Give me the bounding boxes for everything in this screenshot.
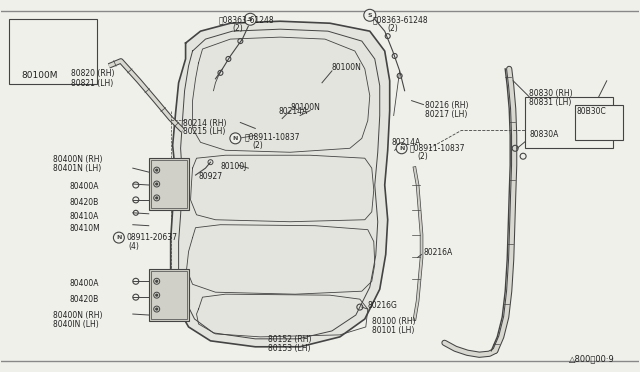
Text: (2): (2): [232, 24, 243, 33]
Text: 80153 (LH): 80153 (LH): [268, 344, 311, 353]
Text: (2): (2): [417, 152, 428, 161]
Text: S: S: [248, 17, 253, 22]
Bar: [148, 158, 189, 210]
Text: 80214A: 80214A: [392, 138, 421, 147]
Text: 80215 (LH): 80215 (LH): [182, 128, 225, 137]
Text: 80100J: 80100J: [220, 162, 247, 171]
Text: 80152 (RH): 80152 (RH): [268, 335, 312, 344]
Text: 80100M: 80100M: [21, 71, 58, 80]
Text: 80420B: 80420B: [69, 295, 99, 304]
Text: 08911-20637: 08911-20637: [127, 232, 178, 242]
Text: 80217 (LH): 80217 (LH): [424, 110, 467, 119]
Circle shape: [156, 183, 157, 185]
Text: (2): (2): [252, 141, 263, 150]
Text: 80214 (RH): 80214 (RH): [182, 119, 226, 128]
Bar: [148, 269, 189, 321]
Text: Ⓝ08363-61248: Ⓝ08363-61248: [218, 15, 274, 24]
Text: △800：00·9: △800：00·9: [569, 355, 614, 364]
Circle shape: [156, 280, 157, 282]
Text: 80B30C: 80B30C: [577, 107, 607, 116]
Text: 80400A: 80400A: [69, 279, 99, 288]
Text: 80401N (LH): 80401N (LH): [53, 164, 101, 173]
Text: 80400A: 80400A: [69, 182, 99, 191]
Text: 80101 (LH): 80101 (LH): [372, 326, 414, 335]
Text: 80420B: 80420B: [69, 198, 99, 207]
Text: 80100N: 80100N: [290, 103, 320, 112]
Bar: [10, 19, 97, 84]
Text: 80821 (LH): 80821 (LH): [71, 79, 113, 88]
Text: 80216A: 80216A: [424, 247, 452, 257]
Circle shape: [396, 143, 407, 154]
Bar: [151, 271, 187, 319]
Text: 8040lN (LH): 8040lN (LH): [53, 320, 99, 329]
Circle shape: [230, 133, 241, 144]
Circle shape: [244, 13, 256, 25]
Text: 80830 (RH): 80830 (RH): [529, 89, 573, 98]
Text: S: S: [367, 13, 372, 18]
Text: Ⓟ08911-10837: Ⓟ08911-10837: [410, 143, 465, 152]
Circle shape: [156, 169, 157, 171]
Polygon shape: [171, 21, 390, 347]
Text: N: N: [116, 235, 122, 240]
Bar: [151, 160, 187, 208]
Text: 80830A: 80830A: [529, 131, 559, 140]
Text: N: N: [233, 136, 238, 141]
Text: 80820 (RH): 80820 (RH): [71, 69, 115, 78]
Text: 80400N (RH): 80400N (RH): [53, 311, 102, 320]
Text: 80410M: 80410M: [69, 224, 100, 233]
Text: 80927: 80927: [198, 172, 223, 181]
Text: 80831 (LH): 80831 (LH): [529, 98, 572, 107]
Circle shape: [364, 9, 376, 21]
Text: Ⓟ08911-10837: Ⓟ08911-10837: [244, 132, 300, 141]
Text: (4): (4): [129, 241, 140, 251]
Text: 80216 (RH): 80216 (RH): [424, 101, 468, 110]
Bar: [525, 97, 612, 148]
Text: 80100 (RH): 80100 (RH): [372, 317, 415, 326]
Circle shape: [156, 294, 157, 296]
Text: N: N: [399, 146, 404, 151]
Bar: [575, 105, 623, 140]
Text: 80214A: 80214A: [278, 107, 307, 116]
Text: (2): (2): [388, 24, 399, 33]
Circle shape: [156, 197, 157, 199]
Text: Ⓝ08363-61248: Ⓝ08363-61248: [372, 15, 428, 24]
Circle shape: [156, 308, 157, 310]
Text: 80400N (RH): 80400N (RH): [53, 155, 102, 164]
Text: 80100N: 80100N: [332, 63, 362, 72]
Circle shape: [113, 232, 124, 243]
Text: 80410A: 80410A: [69, 212, 99, 221]
Text: 80216G: 80216G: [368, 301, 397, 310]
